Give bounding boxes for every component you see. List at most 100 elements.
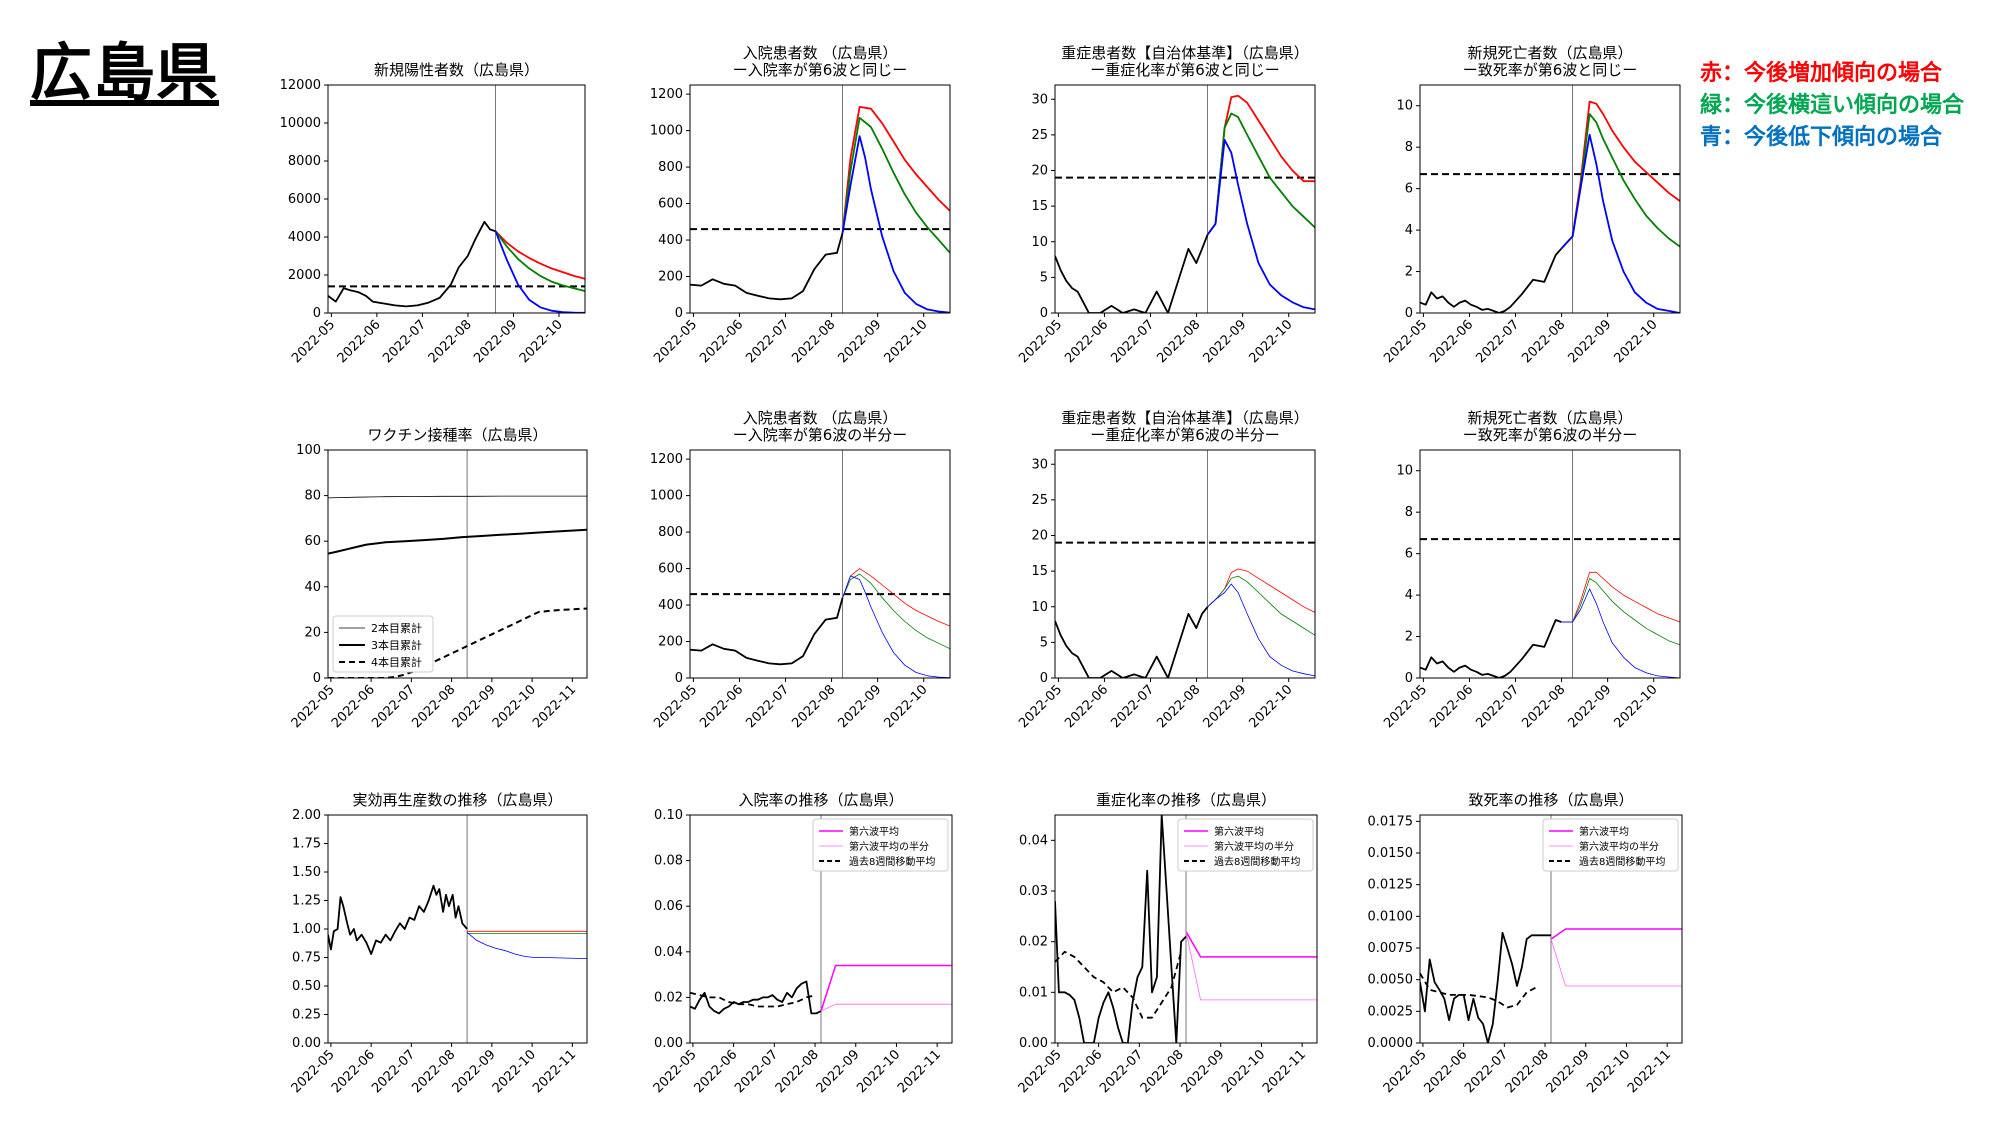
- y-tick-label: 2: [1405, 265, 1413, 280]
- x-tick-label: 2022-05: [651, 1047, 700, 1096]
- x-tick-label: 2022-06: [1421, 1047, 1470, 1096]
- x-tick-label: 2022-09: [1544, 1047, 1593, 1096]
- x-tick-label: 2022-10: [1584, 1047, 1633, 1096]
- series-line-blue-3: [1206, 138, 1315, 311]
- y-tick-label: 8000: [288, 154, 321, 169]
- series-line-green-2: [841, 116, 950, 254]
- series-line-black-0: [1420, 248, 1562, 313]
- y-tick-label: 25: [1031, 128, 1048, 143]
- y-tick-label: 0.00: [654, 1036, 683, 1051]
- plot-frame: [327, 84, 586, 314]
- series-line-black-0: [328, 495, 587, 499]
- x-tick-label: 2022-06: [697, 317, 746, 366]
- series-line-black-1: [1055, 950, 1182, 1019]
- series-line-pink-3: [1185, 931, 1317, 1001]
- legend-label: 過去8週間移動平均: [849, 855, 935, 868]
- x-tick-label: 2022-10: [1247, 317, 1296, 366]
- series-line-green-2: [1206, 112, 1315, 236]
- plot-frame: [1419, 84, 1681, 314]
- x-tick-label: 2022-10: [1612, 682, 1661, 731]
- y-tick-label: 4000: [288, 230, 321, 245]
- x-tick-label: 2022-08: [1503, 1047, 1552, 1096]
- y-tick-label: 0: [313, 306, 321, 321]
- plot-frame: [689, 814, 953, 1044]
- x-tick-label: 2022-10: [882, 682, 931, 731]
- series-line-pink-3: [1550, 938, 1682, 987]
- series-line-blue-3: [466, 932, 587, 959]
- y-tick-label: 400: [658, 598, 683, 613]
- chart-title: 入院患者数 （広島県）: [743, 409, 898, 427]
- x-tick-label: 2022-07: [743, 682, 792, 731]
- x-tick-label: 2022-09: [450, 682, 499, 731]
- y-tick-label: 5: [1040, 270, 1048, 285]
- plot-area: [328, 450, 587, 678]
- x-tick-label: 2022-11: [530, 682, 579, 731]
- y-tick-label: 5: [1040, 635, 1048, 650]
- y-tick-label: 0.02: [1019, 935, 1048, 950]
- y-tick-label: 8: [1405, 505, 1413, 520]
- series-line-blue-3: [1561, 588, 1680, 678]
- y-tick-label: 30: [1031, 92, 1048, 107]
- x-tick-label: 2022-11: [1625, 1047, 1674, 1096]
- x-tick-label: 2022-07: [743, 317, 792, 366]
- x-tick-label: 2022-08: [1154, 682, 1203, 731]
- x-tick-label: 2022-09: [1200, 682, 1249, 731]
- chart-1: 新規陽性者数（広島県） 0 2000 4000 6000 8000 10000 12000 20…: [280, 61, 586, 366]
- plot-area: [328, 815, 587, 1043]
- y-tick-label: 0.06: [654, 899, 683, 914]
- legend-label: 過去8週間移動平均: [1214, 855, 1300, 868]
- series-line-black-0: [1055, 606, 1209, 678]
- y-tick-label: 10: [1396, 99, 1413, 114]
- legend-label: 2本目累計: [371, 621, 422, 635]
- y-tick-label: 10: [1031, 235, 1048, 250]
- series-line-red-1: [842, 568, 950, 627]
- y-tick-label: 6: [1405, 547, 1413, 562]
- x-tick-label: 2022-05: [1016, 1047, 1065, 1096]
- legend-label: 第六波平均の半分: [849, 840, 929, 853]
- x-tick-label: 2022-09: [1179, 1047, 1228, 1096]
- y-tick-label: 0.08: [654, 854, 683, 869]
- x-tick-label: 2022-05: [1381, 317, 1430, 366]
- y-tick-label: 0.25: [292, 1008, 321, 1023]
- x-tick-label: 2022-09: [1565, 682, 1614, 731]
- x-tick-label: 2022-08: [409, 1047, 458, 1096]
- x-tick-label: 2022-10: [517, 317, 566, 366]
- chart-title: ー致死率が第6波と同じー: [1463, 61, 1638, 79]
- series-line-black-0: [690, 232, 844, 301]
- x-tick-label: 2022-05: [651, 682, 700, 731]
- y-tick-label: 600: [658, 197, 683, 212]
- plot-frame: [1054, 449, 1316, 679]
- y-tick-label: 15: [1031, 199, 1048, 214]
- y-tick-label: 0.0050: [1368, 973, 1414, 988]
- chart-2: 入院患者数 （広島県）ー入院率が第6波と同じー 0 200 400 600 800 1000…: [650, 44, 951, 366]
- chart-title: 重症患者数【自治体基準】（広島県）: [1061, 409, 1309, 427]
- x-tick-label: 2022-08: [409, 682, 458, 731]
- y-tick-label: 1000: [650, 489, 683, 504]
- x-tick-label: 2022-07: [1462, 1047, 1511, 1096]
- series-line-green-2: [1207, 575, 1315, 636]
- y-tick-label: 0: [675, 671, 683, 686]
- x-tick-label: 2022-05: [651, 317, 700, 366]
- chart-5: ワクチン接種率（広島県）0204060801002022-052022-0620…: [289, 426, 588, 731]
- series-line-green-2: [1561, 578, 1680, 646]
- series-line-black-0: [1055, 815, 1187, 1043]
- chart-title: 重症患者数【自治体基準】（広島県）: [1061, 44, 1309, 62]
- x-tick-label: 2022-06: [1427, 317, 1476, 366]
- legend-box: [1542, 818, 1679, 872]
- plot-frame: [327, 449, 588, 679]
- chart-title: 新規死亡者数（広島県）: [1467, 44, 1632, 62]
- y-tick-label: 0.04: [1019, 833, 1048, 848]
- x-tick-label: 2022-05: [1016, 317, 1065, 366]
- page-title: 広島県: [30, 36, 220, 109]
- plot-area: [328, 85, 585, 313]
- x-tick-label: 2022-08: [426, 317, 475, 366]
- x-tick-label: 2022-05: [289, 682, 338, 731]
- y-tick-label: 60: [304, 534, 321, 549]
- chart-title: ー入院率が第6波の半分ー: [733, 426, 908, 444]
- y-tick-label: 10000: [280, 116, 321, 131]
- series-line-black-1: [328, 528, 587, 555]
- x-tick-label: 2022-08: [1519, 317, 1568, 366]
- chart-title: 入院患者数 （広島県）: [743, 44, 898, 62]
- x-tick-label: 2022-06: [329, 682, 378, 731]
